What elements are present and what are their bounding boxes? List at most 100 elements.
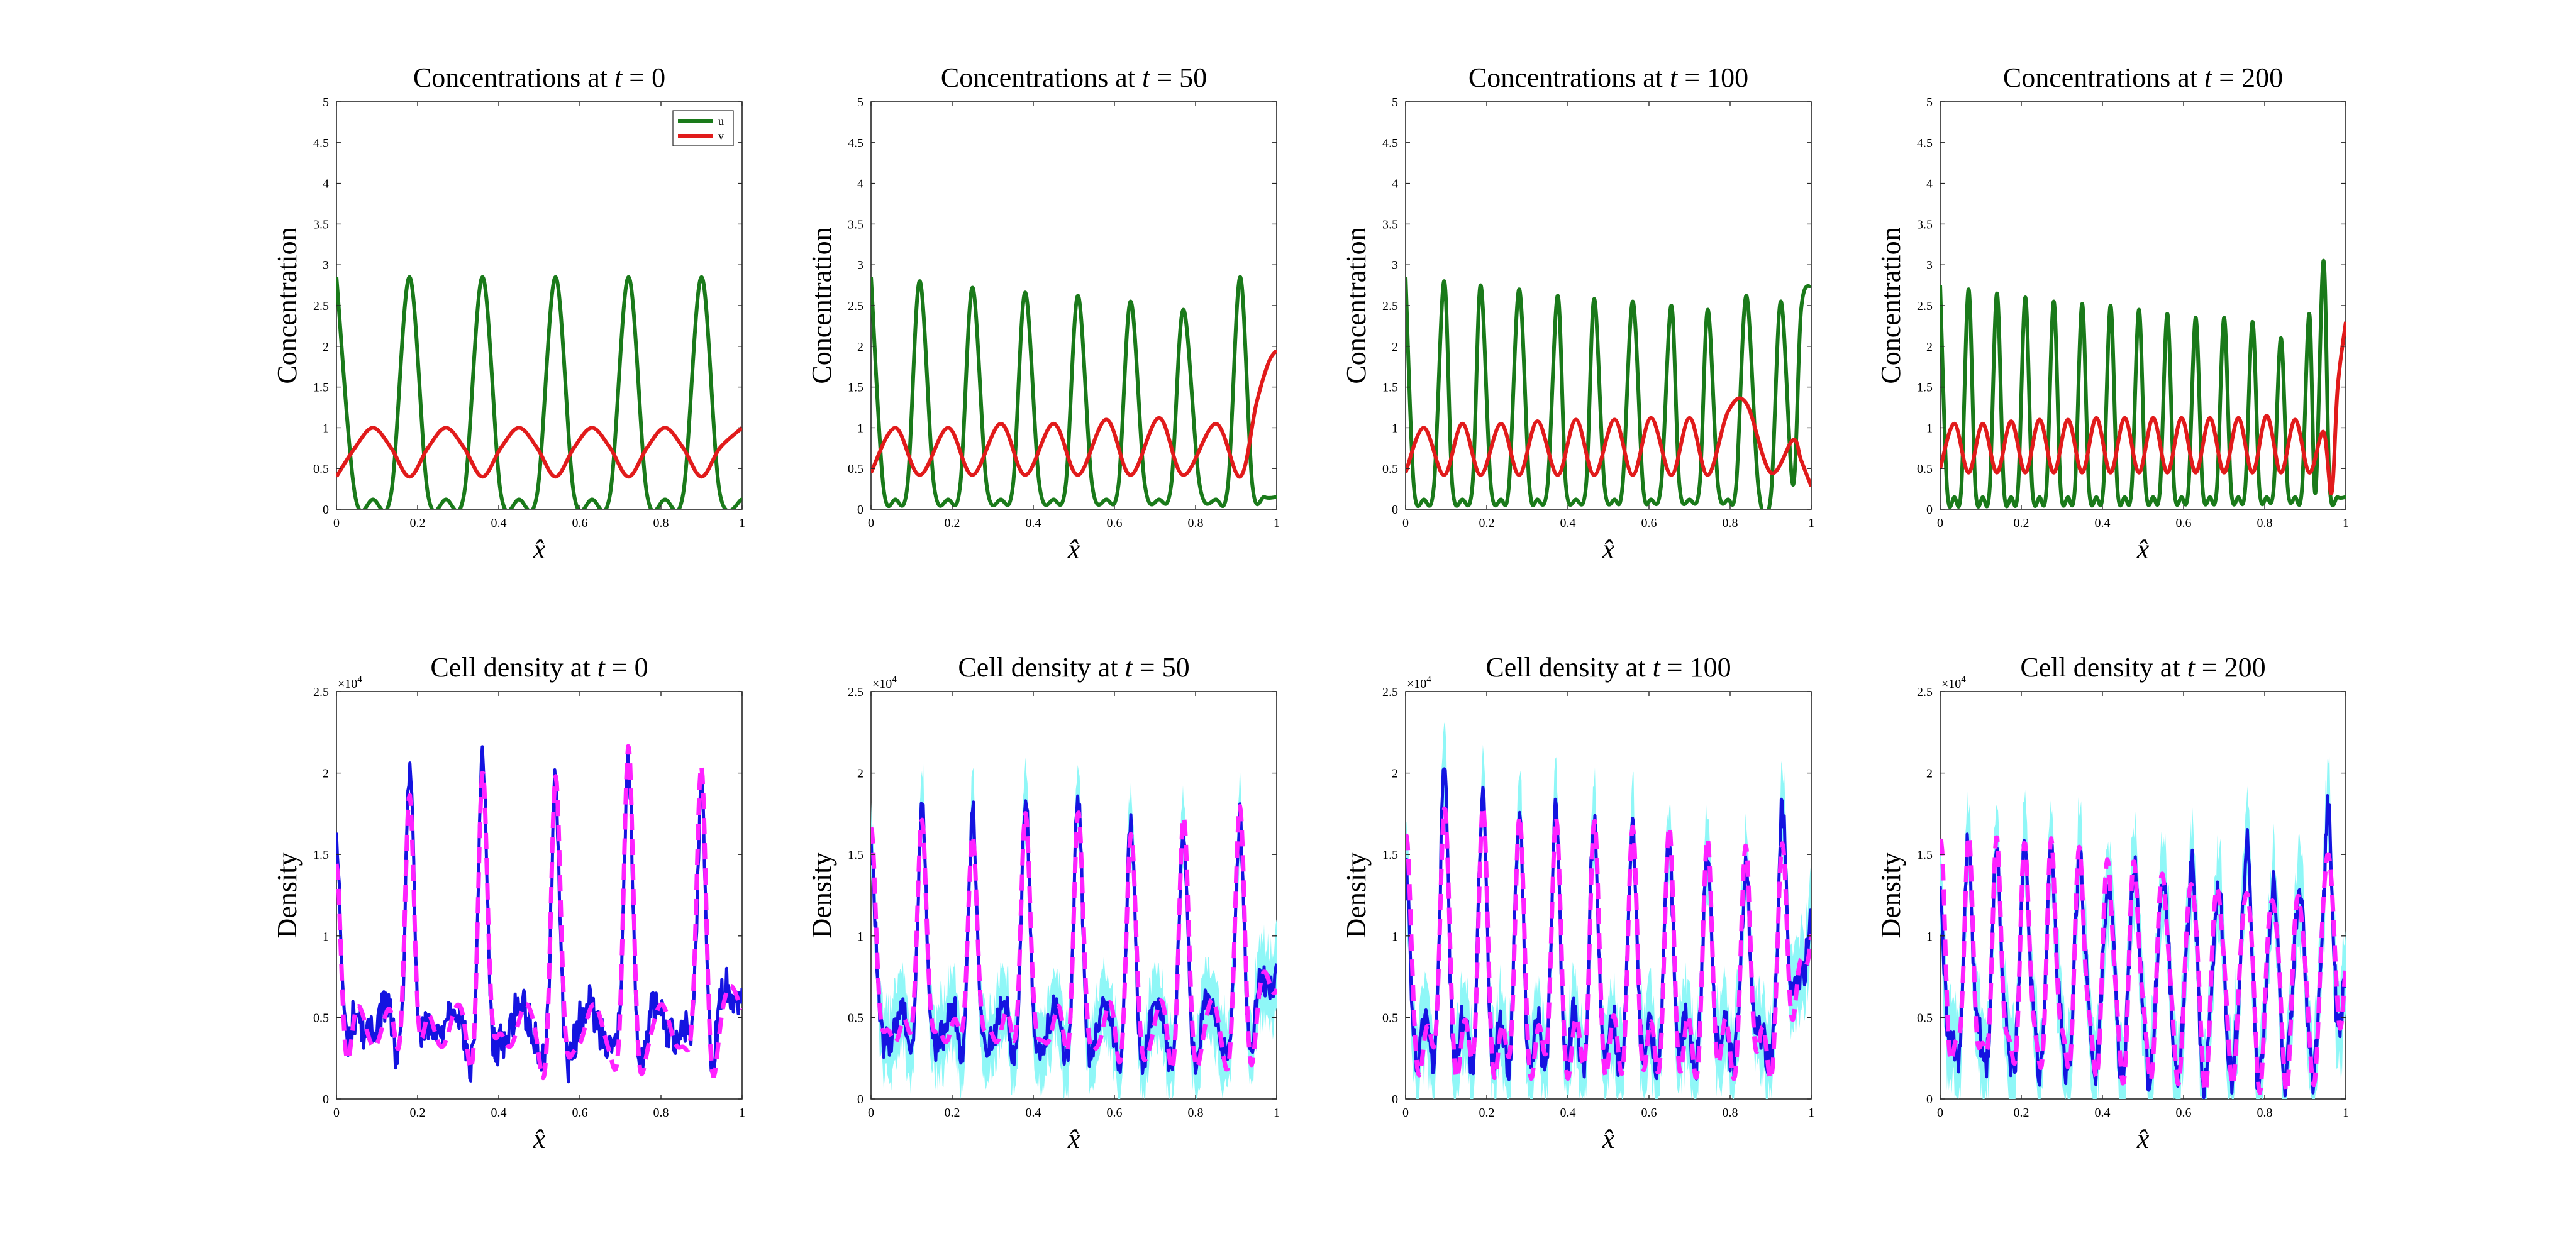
series-line-v <box>1406 396 1811 487</box>
x-tick-label: 0.4 <box>491 516 507 530</box>
y-tick-label: 2 <box>857 340 863 354</box>
y-tick-label: 3 <box>1926 258 1933 272</box>
y-tick-label: 1.5 <box>1917 848 1933 862</box>
panel-concentrations-t-0: Concentrations at t = 0 0 0.2 0.4 0.6 0.8 1 0 0.… <box>272 62 745 565</box>
y-tick-label: 0 <box>323 503 329 517</box>
x-tick-label: 0.4 <box>1026 1106 1041 1120</box>
y-tick-label: 4.5 <box>1917 136 1933 150</box>
panel-concentrations-t-100: Concentrations at t = 100 0 0.2 0.4 0.6 0.8 1 0… <box>1341 62 1814 565</box>
x-tick-label: 0.4 <box>2095 1106 2111 1120</box>
plot-marks <box>871 275 1277 509</box>
x-tick-label: 0.6 <box>2176 1106 2192 1120</box>
series-line-v <box>336 426 742 479</box>
plot-marks <box>336 275 742 509</box>
y-tick-label: 1 <box>1392 421 1398 435</box>
panel-cell-density-t-50: Cell density at t = 50 0 0.2 0.4 0.6 0.8 1 0 0.5… <box>806 652 1280 1154</box>
density-pde-line <box>1406 804 1811 1082</box>
x-tick-label: 0 <box>1937 1106 1943 1120</box>
x-tick-label: 0.8 <box>653 1106 669 1120</box>
x-tick-label: 0 <box>1937 516 1943 530</box>
y-tick-label: 4 <box>1926 177 1933 191</box>
x-tick-label: 0.6 <box>1107 516 1123 530</box>
y-tick-label: 2 <box>323 767 329 781</box>
y-tick-label: 1.5 <box>1917 381 1933 395</box>
y-tick-label: 1.5 <box>848 848 863 862</box>
y-tick-label: 0 <box>857 503 863 517</box>
x-tick-label: 1 <box>2343 516 2349 530</box>
y-tick-label: 2 <box>323 340 329 354</box>
x-tick-label: 1 <box>739 516 745 530</box>
y-axis-label: Concentration <box>1341 227 1372 383</box>
x-tick-label: 0.2 <box>410 1106 426 1120</box>
panel-cell-density-t-100: Cell density at t = 100 0 0.2 0.4 0.6 0.8 1 0 0.… <box>1341 652 1814 1154</box>
y-tick-label: 0.5 <box>313 1011 329 1025</box>
y-tick-label: 0 <box>1926 1093 1933 1106</box>
y-tick-label: 5 <box>857 96 863 109</box>
y-tick-label: 1.5 <box>313 848 329 862</box>
series-line-v <box>871 349 1277 479</box>
x-tick-label: 0 <box>333 1106 340 1120</box>
x-tick-label: 0.8 <box>1723 516 1738 530</box>
x-tick-label: 0 <box>1402 1106 1409 1120</box>
x-tick-label: 0.2 <box>410 516 426 530</box>
y-tick-label: 4.5 <box>1382 136 1398 150</box>
y-axis-label: Concentration <box>806 227 837 383</box>
y-tick-label: 2 <box>1392 340 1398 354</box>
x-tick-label: 0.8 <box>1723 1106 1738 1120</box>
series-line-u <box>871 275 1277 509</box>
x-tick-label: 0 <box>868 516 874 530</box>
x-tick-label: 0.8 <box>1188 516 1204 530</box>
x-tick-label: 0.8 <box>1188 1106 1204 1120</box>
x-tick-label: 0.2 <box>945 1106 960 1120</box>
series-line-u <box>1940 258 2346 509</box>
y-tick-label: 1.5 <box>1382 381 1398 395</box>
y-tick-label: 2 <box>1392 767 1398 781</box>
y-axis-label: Concentration <box>1875 227 1906 383</box>
panel-cell-density-t-200: Cell density at t = 200 0 0.2 0.4 0.6 0.8 1 0 0.… <box>1875 652 2349 1154</box>
y-axis-label: Density <box>1341 853 1372 939</box>
y-tick-label: 1 <box>1926 421 1933 435</box>
legend-box <box>672 110 734 146</box>
y-tick-label: 2.5 <box>313 299 329 313</box>
y-tick-label: 4 <box>1392 177 1398 191</box>
y-tick-label: 0.5 <box>848 462 863 476</box>
y-axis-label: Concentration <box>272 227 303 383</box>
density-pde-line <box>336 744 742 1081</box>
y-tick-label: 2 <box>1926 767 1933 781</box>
y-tick-label: 2.5 <box>848 685 863 699</box>
x-tick-label: 0.4 <box>1560 1106 1576 1120</box>
x-tick-label: 0.8 <box>2257 516 2273 530</box>
y-tick-label: 1.5 <box>1382 848 1398 862</box>
panel-title: Concentrations at t = 50 <box>941 62 1207 93</box>
y-tick-label: 4.5 <box>313 136 329 150</box>
y-tick-label: 3.5 <box>848 218 863 231</box>
density-pde-line <box>871 804 1277 1072</box>
x-tick-label: 0.2 <box>2014 516 2029 530</box>
panel-cell-density-t-0: Cell density at t = 0 0 0.2 0.4 0.6 0.8 1 0 0.5 1… <box>272 652 745 1154</box>
x-tick-label: 0.8 <box>2257 1106 2273 1120</box>
series-line-u <box>1406 277 1811 509</box>
plot-marks <box>336 744 742 1084</box>
panel-title: Concentrations at t = 200 <box>2003 62 2283 93</box>
panel-title: Cell density at t = 0 <box>430 652 648 683</box>
y-tick-label: 1 <box>323 421 329 435</box>
y-tick-label: 0.5 <box>1917 1011 1933 1025</box>
y-tick-label: 2.5 <box>1917 685 1933 699</box>
y-tick-label: 2.5 <box>1917 299 1933 313</box>
plot-marks <box>871 757 1277 1099</box>
x-tick-label: 0.4 <box>491 1106 507 1120</box>
y-tick-label: 2.5 <box>1382 299 1398 313</box>
y-axis-label: Density <box>272 853 303 939</box>
y-exponent-label: ×104 <box>872 675 897 691</box>
x-axis-label: x̂ <box>2136 1123 2150 1154</box>
y-tick-label: 0.5 <box>313 462 329 476</box>
x-axis-label: x̂ <box>533 534 546 565</box>
legend-label-v: v <box>718 130 724 142</box>
plot-area <box>1405 101 1812 510</box>
plot-marks <box>1406 277 1811 509</box>
y-axis-label: Density <box>1875 853 1906 939</box>
y-tick-label: 5 <box>1926 96 1933 109</box>
x-tick-label: 0.2 <box>1479 1106 1495 1120</box>
x-tick-label: 1 <box>1808 1106 1814 1120</box>
